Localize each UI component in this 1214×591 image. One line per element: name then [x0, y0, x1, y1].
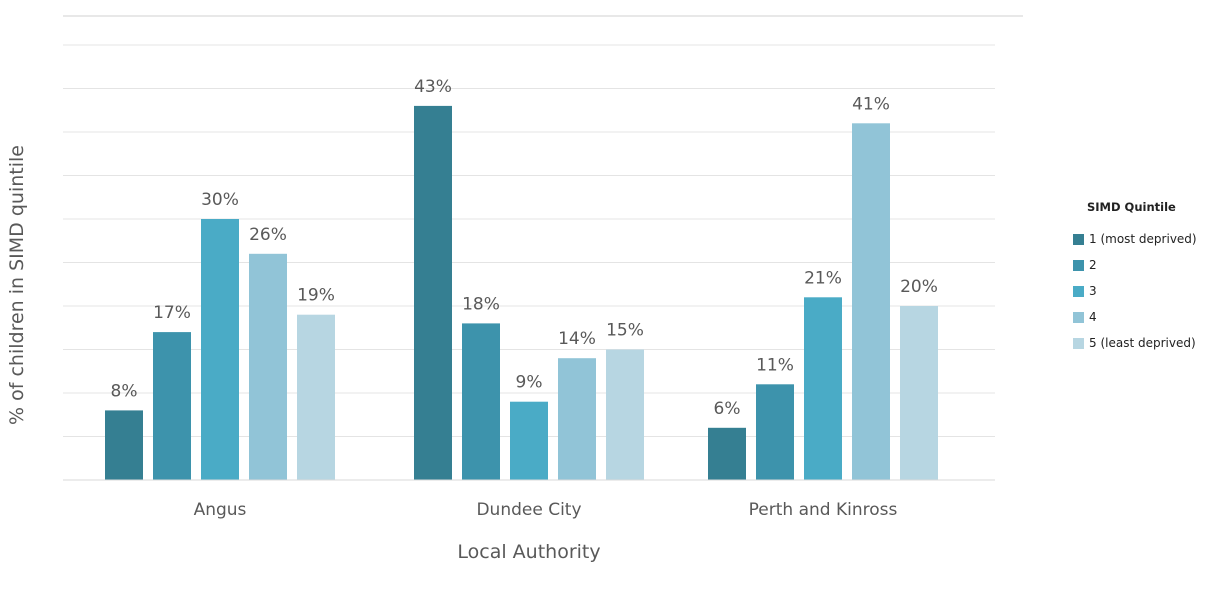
bar — [756, 384, 794, 480]
bar — [153, 332, 191, 480]
bar — [708, 427, 746, 480]
chart-svg: 8% 17% 30% 26% 19% 43% 18% 9% 14% 15% 6% 11% 21% 41% 2… — [6, 15, 1023, 563]
legend-title: SIMD Quintile — [1087, 200, 1176, 214]
data-label: 19% — [297, 286, 335, 306]
data-label: 41% — [852, 94, 890, 114]
bar — [249, 253, 287, 480]
legend-label: 1 (most deprived) — [1089, 232, 1197, 246]
bar — [297, 314, 335, 480]
bar — [105, 410, 143, 480]
data-label: 9% — [516, 373, 543, 393]
data-label: 43% — [414, 77, 452, 97]
legend-item: 3 — [1073, 278, 1214, 304]
legend-swatch — [1073, 285, 1084, 297]
data-label: 26% — [249, 225, 287, 245]
data-label: 14% — [558, 329, 596, 349]
legend-item: 2 — [1073, 252, 1214, 278]
data-label: 6% — [714, 399, 741, 419]
bar — [558, 358, 596, 480]
legend-swatch — [1073, 259, 1084, 271]
bar — [804, 297, 842, 480]
legend-item: 4 — [1073, 304, 1214, 330]
legend-label: 3 — [1089, 284, 1097, 298]
data-labels: 8% 17% 30% 26% 19% 43% 18% 9% 14% 15% 6% 11% 21% 41% 2… — [111, 77, 938, 419]
bars — [105, 105, 938, 481]
legend-label: 2 — [1089, 258, 1097, 272]
data-label: 15% — [606, 321, 644, 341]
data-label: 21% — [804, 268, 842, 288]
data-label: 11% — [756, 355, 794, 375]
data-label: 8% — [111, 381, 138, 401]
x-tick-label: Perth and Kinross — [749, 500, 898, 520]
legend-label: 4 — [1089, 310, 1097, 324]
legend-items: 1 (most deprived) 2 3 4 5 (least deprived) — [1073, 226, 1214, 356]
bar — [414, 105, 452, 481]
x-tick-labels: Angus Dundee City Perth and Kinross — [194, 500, 898, 520]
x-tick-label: Dundee City — [476, 500, 581, 520]
data-label: 17% — [153, 303, 191, 323]
y-axis-title: % of children in SIMD quintile — [6, 145, 28, 425]
data-label: 20% — [900, 277, 938, 297]
legend-item: 1 (most deprived) — [1073, 226, 1214, 252]
bar — [606, 349, 644, 480]
data-label: 30% — [201, 190, 239, 210]
legend-swatch — [1073, 311, 1084, 323]
bar — [462, 323, 500, 480]
bar — [852, 123, 890, 481]
bar — [900, 306, 938, 480]
legend-item: 5 (least deprived) — [1073, 330, 1214, 356]
bar — [201, 219, 239, 480]
legend: SIMD Quintile 1 (most deprived) 2 3 4 5 (lea… — [1073, 200, 1214, 356]
legend-label: 5 (least deprived) — [1089, 336, 1196, 350]
bar — [510, 401, 548, 480]
legend-swatch — [1073, 233, 1084, 245]
data-label: 18% — [462, 294, 500, 314]
legend-swatch — [1073, 337, 1084, 349]
x-tick-label: Angus — [194, 500, 247, 520]
x-axis-title: Local Authority — [457, 541, 600, 563]
